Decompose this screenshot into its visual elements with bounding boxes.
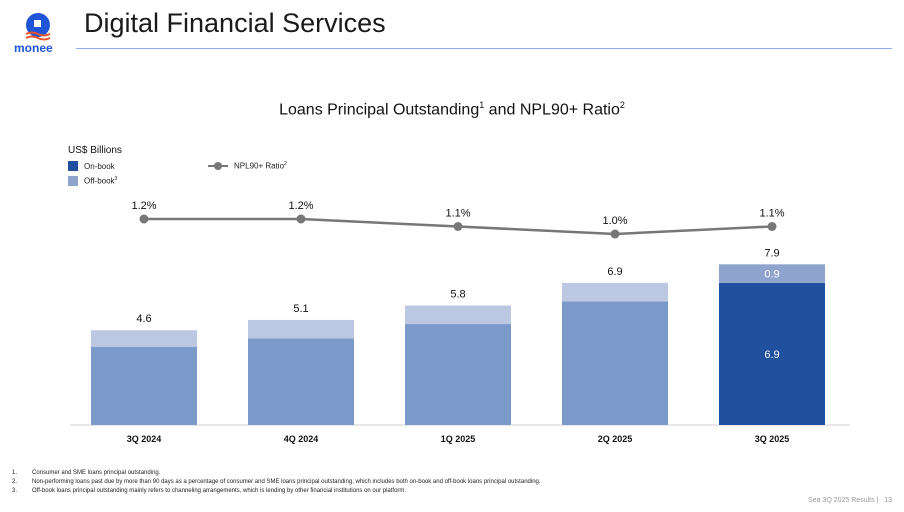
footnote-3: 3. Off-book loans principal outstanding m…: [12, 488, 407, 494]
npl-point: [139, 214, 149, 224]
bar-off-book: [562, 282, 668, 302]
npl-label: 1.0%: [602, 215, 627, 227]
npl-point: [453, 222, 463, 231]
segment-label-on: 6.9: [764, 349, 779, 361]
monee-logo: monee: [14, 13, 53, 54]
chart-title-text: Loans Principal Outstanding: [279, 101, 480, 119]
title-divider: [76, 48, 892, 49]
page-number: 13: [884, 497, 892, 504]
bar-on-book: [248, 338, 354, 425]
npl-label: 1.1%: [445, 208, 470, 220]
legend-swatch: [68, 176, 78, 186]
page-footer: Sea 3Q 2025 Results | 13: [808, 497, 892, 504]
npl-point: [610, 229, 620, 239]
segment-label-off: 0.9: [764, 269, 779, 281]
legend-label: NPL90+ Ratio2: [234, 161, 287, 171]
npl-label: 1.2%: [288, 200, 313, 212]
npl-label: 1.2%: [131, 200, 156, 212]
npl-label: 1.1%: [759, 208, 784, 220]
total-label: 5.8: [450, 289, 465, 301]
npl-point: [296, 214, 306, 224]
footnote-ref: 1: [479, 100, 485, 110]
footnote-ref: 2: [619, 100, 625, 110]
bar-off-book: [405, 305, 511, 325]
npl-point: [767, 222, 777, 231]
legend-line-icon: [208, 162, 228, 170]
bar-off-book: [248, 319, 354, 339]
bar-off-book: [91, 330, 197, 347]
legend-swatch: [68, 161, 78, 171]
total-label: 6.9: [607, 266, 622, 278]
legend-label: Off-book3: [84, 176, 118, 186]
legend-npl-ratio: NPL90+ Ratio2: [208, 161, 287, 171]
chart-title: Loans Principal Outstanding1 and NPL90+ …: [0, 100, 904, 119]
total-label: 5.1: [293, 303, 308, 315]
legend-off-book: Off-book3: [68, 176, 117, 186]
bar-on-book: [719, 282, 825, 425]
x-tick-label: 4Q 2024: [284, 434, 319, 444]
legend-label: On-book: [84, 161, 115, 171]
unit-label: US$ Billions: [68, 145, 122, 156]
bar-on-book: [91, 346, 197, 425]
chart-title-text-2: and NPL90+ Ratio: [484, 101, 620, 119]
bar-off-book: [719, 264, 825, 283]
page-title: Digital Financial Services: [84, 8, 386, 38]
legend-on-book: On-book: [68, 161, 115, 171]
bar-on-book: [562, 301, 668, 425]
total-label: 4.6: [136, 313, 151, 325]
x-tick-label: 2Q 2025: [598, 434, 633, 444]
bar-on-book: [405, 324, 511, 425]
footnote-2: 2. Non-performing loans past due by more …: [12, 479, 541, 485]
footnote-1: 1. Consumer and SME loans principal outst…: [12, 470, 161, 476]
total-label: 7.9: [764, 247, 779, 259]
x-tick-label: 3Q 2024: [127, 434, 162, 444]
x-tick-label: 3Q 2025: [755, 434, 790, 444]
footer-label: Sea 3Q 2025 Results |: [808, 497, 879, 504]
chart-plot: 4.6 3Q 2024 5.1 4Q 2024 5.8 1Q 2025 6.9 2Q 2025…: [70, 200, 850, 444]
x-tick-label: 1Q 2025: [441, 434, 476, 444]
svg-text:monee: monee: [14, 41, 53, 54]
